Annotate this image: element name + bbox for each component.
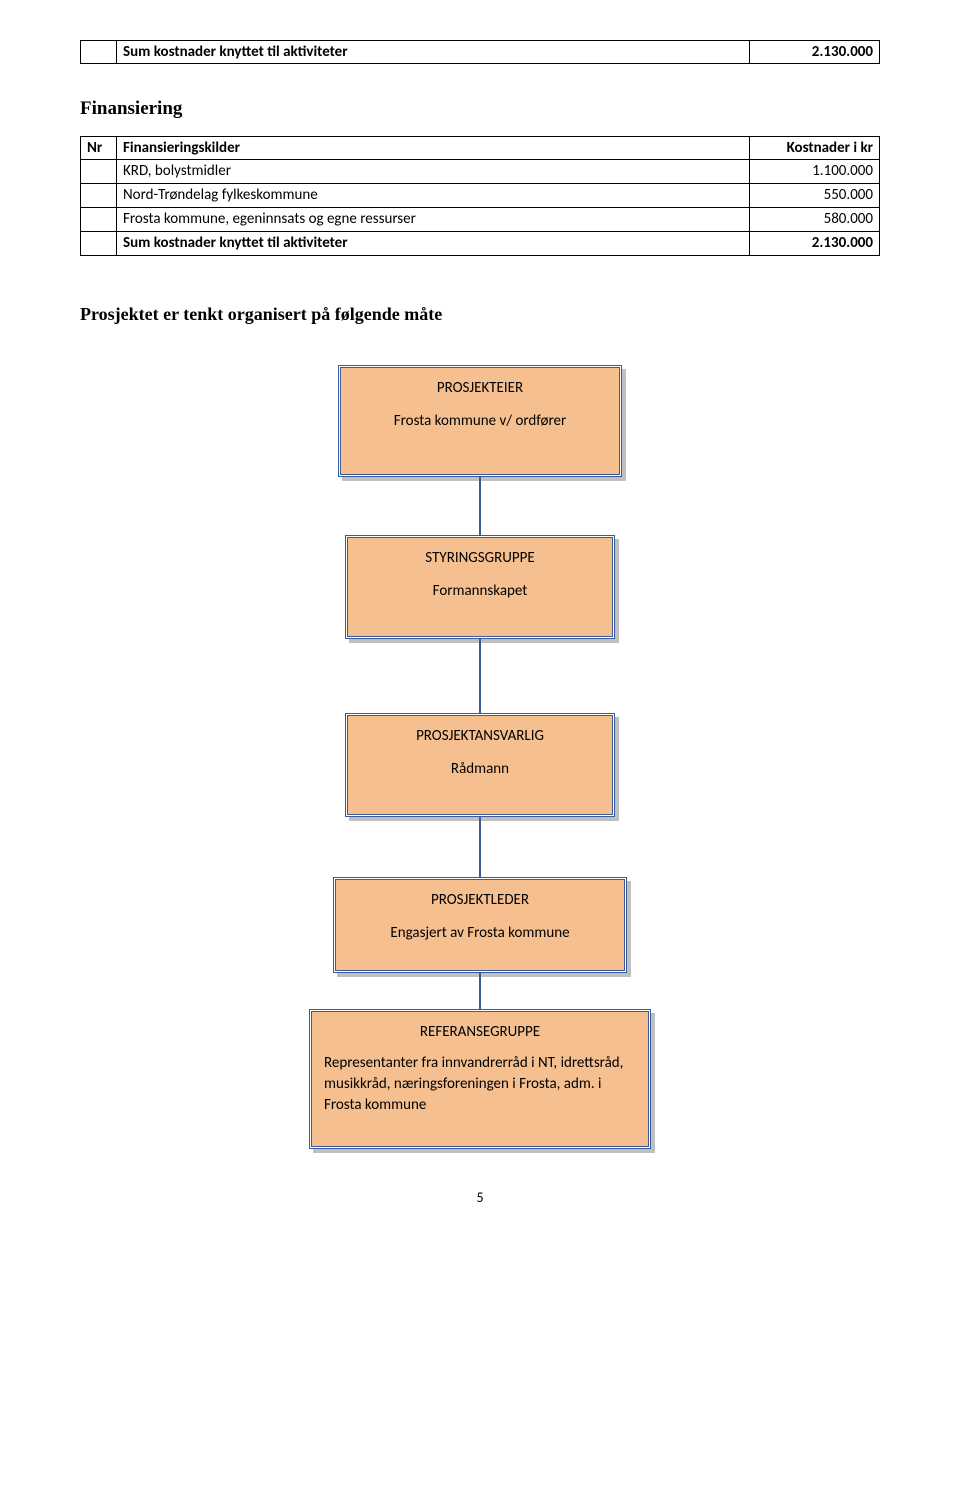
org-node-subtitle: Engasjert av Frosta kommune [336,923,624,944]
org-node: REFERANSEGRUPPE Representanter fra innvan… [309,1009,651,1149]
org-node: STYRINGSGRUPPE Formannskapet [345,535,615,639]
org-node-inner: PROSJEKTLEDER Engasjert av Frosta kommune [335,879,625,971]
org-node: PROSJEKTANSVARLIG Rådmann [345,713,615,817]
org-node-subtitle: Rådmann [348,759,612,780]
financing-cell-cost: 550.000 [750,184,880,208]
org-node-inner: STYRINGSGRUPPE Formannskapet [347,537,613,637]
org-connector [479,639,481,713]
org-node-inner: PROSJEKTEIER Frosta kommune v/ ordfører [340,367,620,475]
summary-row: Sum kostnader knyttet til aktiviteter 2.… [81,41,880,64]
org-connector [479,973,481,1009]
financing-cell-cost: 580.000 [750,208,880,232]
org-chart: PROSJEKTEIER Frosta kommune v/ ordfører ST… [80,365,880,1149]
financing-row: Frosta kommune, egeninnsats og egne ress… [81,208,880,232]
org-node-inner: PROSJEKTANSVARLIG Rådmann [347,715,613,815]
org-intro: Prosjektet er tenkt organisert på følgen… [80,304,880,325]
org-node: PROSJEKTEIER Frosta kommune v/ ordfører [338,365,622,477]
org-node-subtitle: Representanter fra innvandrerråd i NT, i… [324,1053,636,1116]
financing-header-nr: Nr [81,137,117,160]
financing-row: KRD, bolystmidler 1.100.000 [81,160,880,184]
financing-cell-cost: 2.130.000 [750,232,880,256]
page-number: 5 [80,1189,880,1206]
org-node-title: REFERANSEGRUPPE [324,1022,636,1043]
financing-cell-nr [81,184,117,208]
summary-label: Sum kostnader knyttet til aktiviteter [117,41,750,64]
org-node: PROSJEKTLEDER Engasjert av Frosta kommune [333,877,627,973]
financing-cell-desc: Frosta kommune, egeninnsats og egne ress… [117,208,750,232]
financing-header-desc: Finansieringskilder [117,137,750,160]
financing-row: Nord-Trøndelag fylkeskommune 550.000 [81,184,880,208]
org-node-inner: REFERANSEGRUPPE Representanter fra innvan… [311,1011,649,1147]
org-node-title: PROSJEKTANSVARLIG [348,726,612,747]
financing-cell-nr [81,208,117,232]
financing-row-sum: Sum kostnader knyttet til aktiviteter 2.… [81,232,880,256]
org-connector [479,817,481,877]
org-node-title: STYRINGSGRUPPE [348,548,612,569]
summary-nr-cell [81,41,117,64]
financing-heading: Finansiering [80,98,880,120]
financing-cell-desc: KRD, bolystmidler [117,160,750,184]
financing-cell-cost: 1.100.000 [750,160,880,184]
financing-table: Nr Finansieringskilder Kostnader i kr KR… [80,136,880,256]
org-node-title: PROSJEKTLEDER [336,890,624,911]
financing-header-row: Nr Finansieringskilder Kostnader i kr [81,137,880,160]
org-node-subtitle: Frosta kommune v/ ordfører [341,411,619,432]
summary-table: Sum kostnader knyttet til aktiviteter 2.… [80,40,880,64]
summary-value: 2.130.000 [750,41,880,64]
financing-cell-desc: Nord-Trøndelag fylkeskommune [117,184,750,208]
financing-cell-nr [81,232,117,256]
org-node-title: PROSJEKTEIER [341,378,619,399]
financing-cell-nr [81,160,117,184]
org-connector [479,477,481,535]
org-node-subtitle: Formannskapet [348,581,612,602]
financing-header-cost: Kostnader i kr [750,137,880,160]
financing-cell-desc: Sum kostnader knyttet til aktiviteter [117,232,750,256]
